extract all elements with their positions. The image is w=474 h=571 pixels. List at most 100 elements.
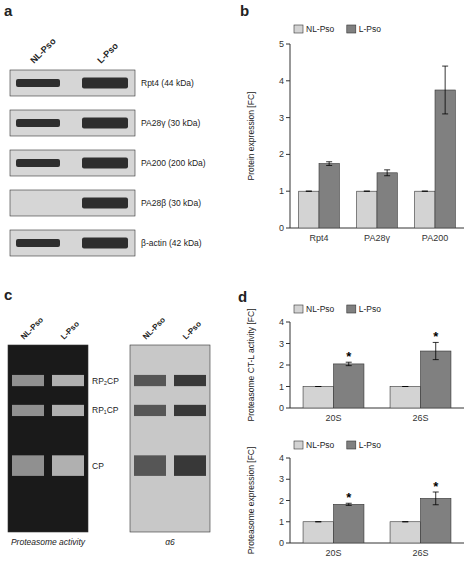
bar [421, 498, 451, 543]
lane-header: NL-Pso [28, 36, 58, 66]
gel-band [134, 455, 166, 476]
bar [357, 191, 377, 228]
legend-swatch [294, 441, 303, 449]
y-tick-label: 0 [279, 403, 284, 413]
band-label: RP₁CP [92, 405, 119, 415]
error-bar [422, 191, 428, 192]
band-label: PA200 (200 kDa) [141, 158, 206, 168]
y-tick-label: 3 [279, 113, 284, 123]
gel-band [174, 455, 206, 476]
error-cap [364, 191, 370, 192]
y-tick-label: 4 [279, 76, 284, 86]
y-tick [286, 228, 290, 229]
x-tick-label: 20S [325, 413, 341, 423]
gel-band [174, 405, 206, 416]
error-bar [326, 162, 332, 166]
bar-panel: b012345Protein expression [FC]Rpt4PA28γP… [240, 2, 464, 243]
gel-band [12, 405, 44, 416]
panel-label: c [4, 286, 12, 303]
lane-header: NL-Pso [19, 315, 45, 341]
y-tick-label: 1 [279, 382, 284, 392]
legend: NL-PsoL-Pso [294, 304, 381, 314]
bar [303, 522, 333, 543]
band-label: RP₂CP [92, 376, 119, 386]
bar-panel: 01234Proteasome expression [FC]20S26S**N… [246, 440, 464, 558]
y-tick [286, 44, 290, 45]
error-cap [402, 386, 408, 387]
y-tick [286, 154, 290, 155]
blot-band [16, 79, 60, 87]
y-tick-label: 2 [279, 149, 284, 159]
gel [130, 345, 210, 532]
y-tick [286, 408, 290, 409]
legend: NL-PsoL-Pso [294, 440, 381, 450]
y-tick-label: 3 [279, 474, 284, 484]
panel-label: a [4, 2, 13, 19]
error-cap [346, 365, 352, 366]
error-cap [364, 191, 370, 192]
y-tick [286, 343, 290, 344]
legend: NL-PsoL-Pso [294, 24, 381, 34]
y-axis-label: Protein expression [FC] [246, 92, 256, 181]
significance-star: * [433, 479, 439, 494]
y-tick-label: 0 [279, 223, 284, 233]
blot-band [16, 239, 60, 247]
y-tick-label: 1 [279, 186, 284, 196]
bar [299, 191, 319, 228]
error-cap [402, 521, 408, 522]
gel-band [134, 405, 166, 416]
y-tick-label: 4 [279, 317, 284, 327]
error-cap [422, 191, 428, 192]
x-tick-label: PA28γ [364, 233, 390, 243]
gel-band [52, 405, 84, 416]
y-tick-label: 1 [279, 517, 284, 527]
error-bar [384, 170, 390, 176]
band-label: CP [92, 461, 104, 471]
error-line [387, 170, 388, 176]
plot-area [303, 342, 451, 408]
blot-strip [10, 150, 135, 176]
y-tick [286, 458, 290, 459]
error-cap [433, 359, 439, 360]
y-tick [286, 191, 290, 192]
error-cap [433, 504, 439, 505]
plot-area [303, 492, 451, 543]
figure: aNL-PsoL-PsoRpt4 (44 kDa)PA28γ (30 kDa)P… [0, 0, 474, 571]
bar-panel: d01234Proteasome CT-L activity [FC]20S26… [238, 288, 464, 423]
gel-band [52, 375, 84, 386]
gel-band [12, 455, 44, 476]
y-axis-label: Proteasome CT-L activity [FC] [246, 308, 256, 421]
y-tick [286, 365, 290, 366]
legend-swatch [347, 305, 356, 313]
error-cap [315, 521, 321, 522]
legend-label: L-Pso [359, 440, 381, 450]
lane-header: L-Pso [181, 319, 203, 341]
error-cap [402, 521, 408, 522]
blot-panel: a NL-Pso L-Pso Rpt4 (44 kDa) PA28γ (30 kDa) P… [4, 2, 206, 256]
error-cap [326, 165, 332, 166]
error-line [445, 66, 446, 114]
band-label: PA28γ (30 kDa) [141, 118, 201, 128]
band-label: Rpt4 (44 kDa) [141, 78, 194, 88]
legend-label: NL-Pso [306, 24, 335, 34]
x-tick-label: Rpt4 [309, 233, 328, 243]
blot-strip [10, 230, 135, 256]
error-line [329, 162, 330, 166]
significance-star: * [433, 329, 439, 344]
panel-label: b [240, 2, 249, 19]
legend-swatch [294, 305, 303, 313]
blot-band [82, 118, 128, 129]
y-axis [290, 44, 291, 228]
error-bar [306, 191, 312, 192]
blot-band [82, 198, 128, 209]
x-tick-label: 26S [412, 413, 428, 423]
bar [421, 351, 451, 408]
significance-star: * [346, 490, 352, 505]
bar [334, 504, 364, 543]
y-tick [286, 479, 290, 480]
legend-swatch [347, 441, 356, 449]
error-bar [364, 191, 370, 192]
y-tick [286, 386, 290, 387]
lane-header: L-Pso [95, 40, 120, 65]
error-cap [306, 191, 312, 192]
